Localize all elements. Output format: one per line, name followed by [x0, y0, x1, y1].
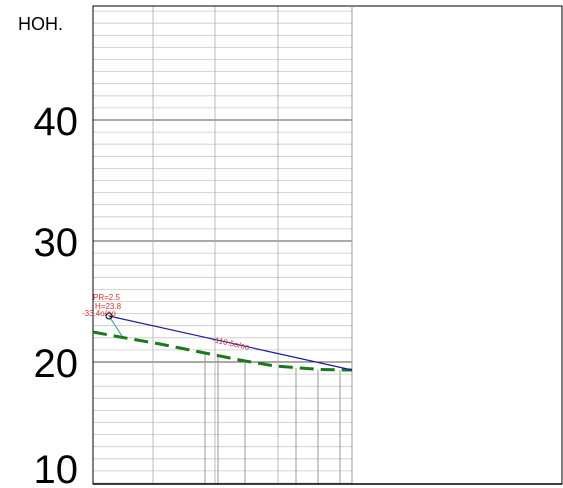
- existing-ground-line: [92, 330, 353, 372]
- pvi-elevation-label: H=23.8: [95, 302, 122, 311]
- pvi-pr-label: PR=2.5: [93, 293, 120, 302]
- plot-border: [92, 5, 563, 485]
- elevation-unit-label: НОН.: [18, 14, 63, 34]
- elevation-label-40: 40: [33, 100, 79, 144]
- elevation-label-20: 20: [33, 342, 79, 386]
- pvi-marker: [105, 312, 113, 320]
- elevation-label-30: 30: [33, 221, 79, 265]
- design-grade-line: [108, 315, 353, 371]
- vertical-grid: [152, 6, 279, 484]
- minor-grid: [93, 10, 352, 484]
- pvi-leader: [108, 315, 123, 337]
- major-grid: [93, 119, 352, 363]
- elevation-label-10: 10: [33, 448, 79, 488]
- station-drop-lines: [204, 353, 341, 484]
- left-grade-label: -33.4o/oo: [82, 309, 116, 318]
